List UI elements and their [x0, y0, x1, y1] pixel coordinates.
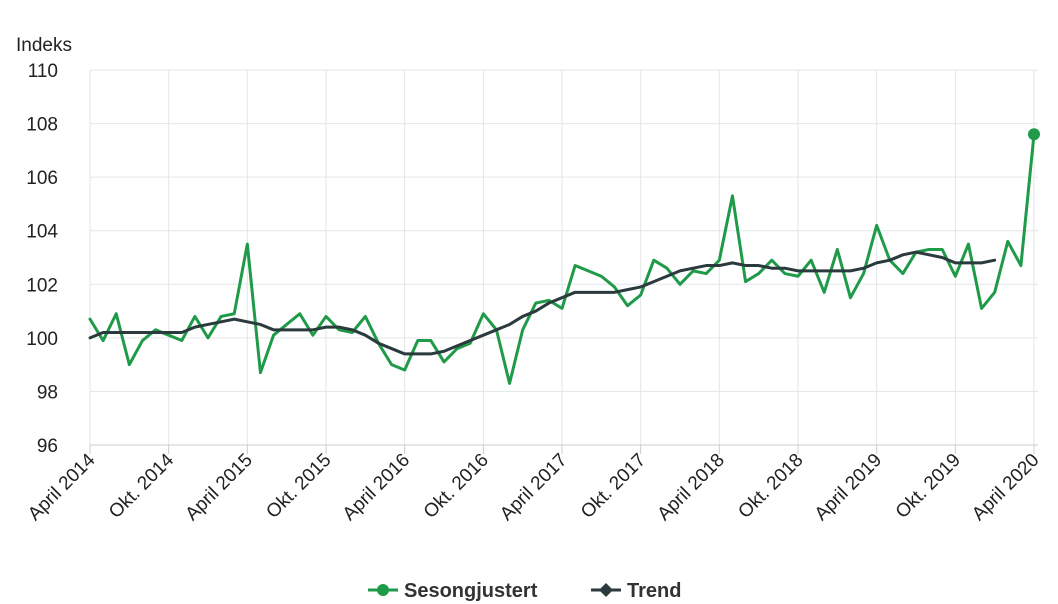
y-tick-label: 98: [37, 382, 58, 403]
x-tick-label: April 2014: [24, 449, 100, 525]
x-tick-label: April 2016: [339, 450, 414, 525]
y-tick-label: 96: [37, 436, 58, 457]
y-axis-title: Indeks: [16, 35, 72, 56]
legend-marker-diamond: [599, 583, 613, 597]
x-tick-label: April 2020: [968, 450, 1043, 525]
legend[interactable]: Sesongjustert Trend: [368, 580, 681, 602]
x-tick-label: Okt. 2016: [420, 450, 493, 523]
legend-marker-circle: [377, 584, 389, 596]
series-line-trend: [88, 250, 997, 356]
legend-label: Trend: [627, 580, 681, 602]
legend-item-sesongjustert[interactable]: Sesongjustert: [368, 580, 538, 602]
x-tick-label: Okt. 2015: [262, 450, 335, 523]
x-tick-label: April 2019: [811, 450, 886, 525]
y-tick-label: 100: [26, 329, 58, 350]
y-axis-ticks: 96 98 100 102 104 106 108 110: [26, 61, 58, 457]
y-tick-label: 104: [26, 222, 58, 243]
legend-label: Sesongjustert: [404, 580, 538, 602]
y-tick-label: 106: [26, 168, 58, 189]
x-tick-label: April 2017: [496, 450, 571, 525]
series-lines: [88, 128, 1040, 385]
series-line-sesongjustert: [88, 132, 1036, 385]
x-tick-label: Okt. 2018: [734, 450, 807, 523]
grid: [89, 69, 1038, 454]
last-point-marker: [1028, 128, 1040, 141]
y-tick-label: 102: [26, 275, 58, 296]
y-tick-label: 108: [26, 115, 58, 136]
y-tick-label: 110: [28, 61, 58, 82]
x-tick-label: April 2018: [654, 450, 729, 525]
x-axis-ticks: April 2014 Okt. 2014 April 2015 Okt. 2015 Ap…: [24, 449, 1043, 525]
x-tick-label: Okt. 2019: [892, 450, 965, 523]
x-tick-label: April 2015: [182, 450, 257, 525]
x-tick-label: Okt. 2014: [105, 449, 178, 522]
legend-item-trend[interactable]: Trend: [591, 580, 681, 602]
x-tick-label: Okt. 2017: [577, 450, 650, 523]
